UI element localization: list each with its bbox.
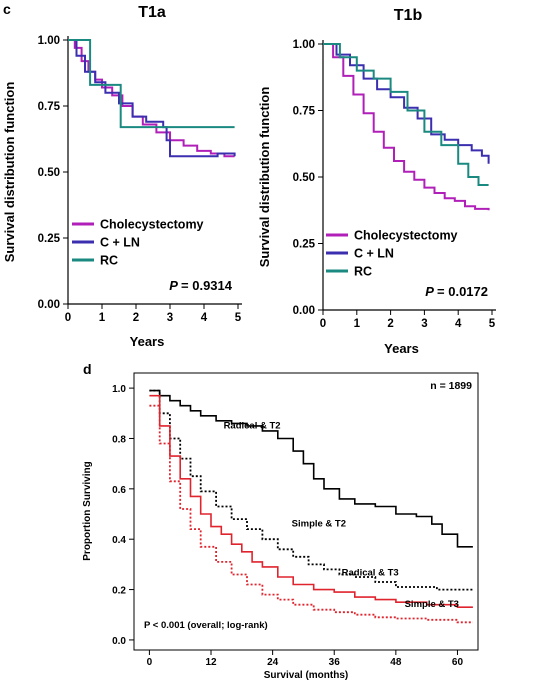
t1a-x-axis-label: Years	[130, 334, 165, 349]
d-plot-frame	[133, 372, 479, 651]
t1a-y-tick-label: 0.50	[38, 167, 60, 179]
d-x-tick-label: 12	[205, 657, 217, 668]
t1a-x-tick-label: 0	[65, 312, 71, 324]
t1b-series-line-c-ln	[323, 43, 490, 164]
t1b-legend-entry: Cholecystectomy	[354, 229, 458, 243]
d-x-axis-label: Survival (months)	[264, 670, 348, 680]
t1b-y-tick-label: 0.25	[293, 239, 316, 251]
d-x-tick-label: 0	[147, 657, 153, 668]
d-series-line-radical-t3	[149, 394, 473, 608]
t1a-x-tick-label: 5	[235, 312, 242, 324]
t1b-y-tick-label: 0.75	[293, 106, 316, 118]
t1a-series-line-cholecystectomy	[68, 39, 235, 158]
d-x-tick-label: 48	[390, 657, 402, 668]
d-series-label: Radical & T2	[224, 420, 281, 431]
t1b-x-tick-label: 1	[354, 318, 361, 330]
t1a-x-tick-label: 2	[133, 312, 139, 324]
panel-d-label: d	[83, 361, 92, 377]
t1b-y-axis-label: Survival distribution function	[257, 87, 272, 268]
d-series-line-simple-t3	[149, 404, 473, 624]
t1a-y-tick-label: 1.00	[38, 35, 60, 47]
d-y-axis-label: Proportion Surviving	[82, 461, 93, 560]
t1a-x-tick-label: 3	[167, 312, 173, 324]
t1a-x-tick-label: 1	[99, 312, 106, 324]
t1b-series-line-cholecystectomy	[323, 43, 490, 211]
d-x-tick-label: 60	[452, 657, 464, 668]
d-y-tick-label: 0.8	[112, 434, 126, 445]
t1a-y-axis-label: Survival distribution function	[2, 82, 17, 263]
t1a-y-tick-label: 0.25	[38, 233, 61, 245]
t1a-y-tick-label: 0.00	[38, 299, 60, 311]
d-series-line-radical-t2	[149, 389, 473, 548]
t1b-legend-entry: C + LN	[354, 247, 394, 261]
d-y-tick-label: 0.4	[112, 535, 126, 546]
d-series-label: Simple & T3	[405, 599, 459, 610]
t1a-p-value: P = 0.9314	[169, 278, 233, 293]
t1b-x-tick-label: 3	[421, 318, 427, 330]
t1a-x-tick-label: 4	[201, 312, 208, 324]
t1b-y-tick-label: 0.50	[293, 172, 315, 184]
d-y-tick-label: 0.0	[112, 636, 126, 647]
d-n-count: n = 1899	[430, 380, 472, 392]
t1a-title: T1a	[138, 4, 166, 21]
d-x-tick-label: 24	[267, 657, 279, 668]
t1a-series-line-rc	[68, 39, 235, 129]
d-y-tick-label: 0.6	[112, 485, 126, 496]
d-p-value-text: P < 0.001 (overall; log-rank)	[144, 620, 268, 631]
t1b-x-tick-label: 5	[489, 318, 496, 330]
t1a-p-symbol: P	[169, 278, 181, 293]
t1a-p-number: = 0.9314	[181, 278, 233, 293]
d-y-tick-label: 0.2	[112, 586, 126, 597]
t1a-legend-entry: RC	[100, 254, 118, 268]
d-series-label: Simple & T2	[292, 519, 346, 530]
t1b-series-line-rc	[323, 43, 489, 186]
t1b-x-axis-label: Years	[384, 341, 419, 356]
t1b-x-tick-label: 2	[387, 318, 393, 330]
d-series-line-simple-t2	[149, 389, 473, 591]
t1a-y-tick-label: 0.75	[38, 101, 61, 113]
t1b-x-tick-label: 4	[455, 318, 462, 330]
t1b-p-symbol: P	[425, 284, 437, 299]
t1b-x-tick-label: 0	[320, 318, 326, 330]
panel-c-label: c	[3, 1, 11, 17]
t1b-p-value: P = 0.0172	[425, 284, 488, 299]
t1b-title: T1b	[394, 7, 423, 24]
t1b-p-number: = 0.0172	[437, 284, 488, 299]
d-y-tick-label: 1.0	[112, 384, 126, 395]
t1b-y-tick-label: 1.00	[293, 39, 315, 51]
t1a-legend-entry: C + LN	[100, 236, 140, 250]
t1b-y-tick-label: 0.00	[293, 305, 315, 317]
t1a-series-line-c-ln	[68, 39, 236, 158]
d-x-tick-label: 36	[329, 657, 341, 668]
d-series-label: Radical & T3	[342, 568, 399, 579]
t1b-legend-entry: RC	[354, 265, 372, 279]
t1a-legend-entry: Cholecystectomy	[100, 218, 204, 232]
